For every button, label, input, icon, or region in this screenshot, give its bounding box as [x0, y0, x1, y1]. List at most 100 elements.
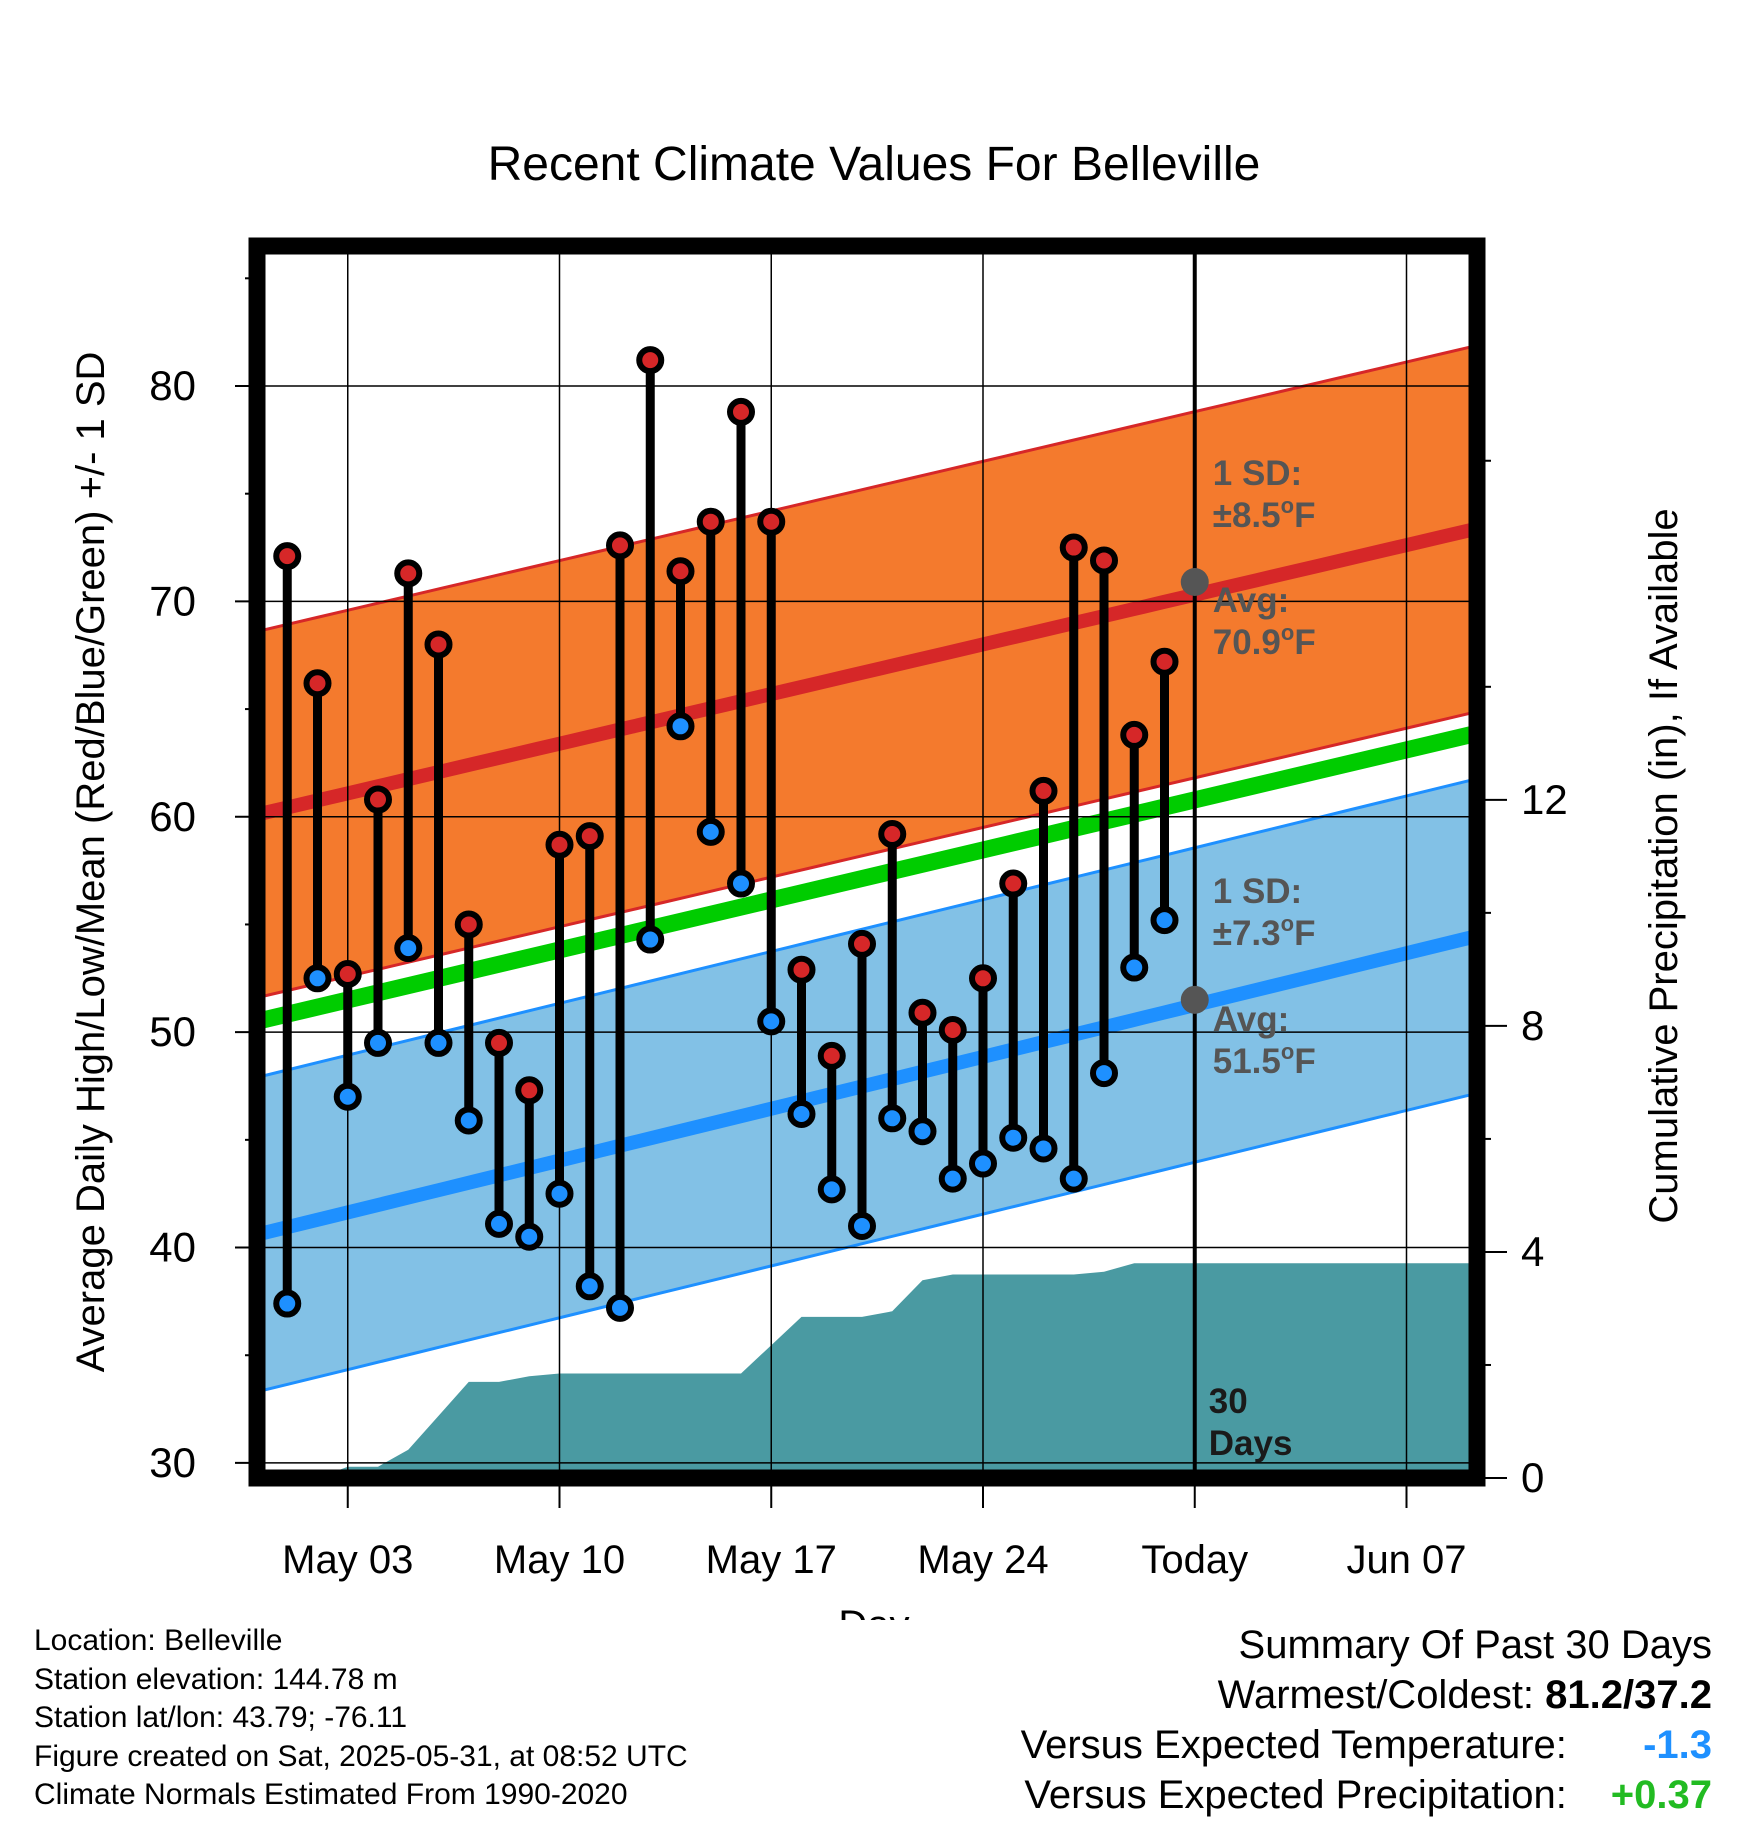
- y-tick-label: 60: [149, 793, 196, 840]
- daily-low-point: [1029, 1134, 1058, 1163]
- y-tick-label: 40: [149, 1224, 196, 1271]
- x-tick-label: May 24: [917, 1538, 1048, 1582]
- daily-low-point: [364, 1028, 392, 1057]
- low-sd-annotation: 1 SD:: [1213, 872, 1302, 911]
- low-sd-annotation: ±7.3oF: [1213, 911, 1316, 953]
- daily-low-point: [515, 1222, 544, 1251]
- daily-low-point: [787, 1100, 816, 1128]
- today-low-normal-marker: [1180, 985, 1209, 1014]
- daily-high-point: [1150, 647, 1179, 676]
- summary-title: Summary Of Past 30 Days: [1238, 1623, 1712, 1667]
- y-tick-label: 50: [149, 1008, 196, 1055]
- x-tick-label: Today: [1141, 1538, 1248, 1582]
- y-tick-label: 30: [149, 1439, 196, 1486]
- daily-low-point: [424, 1028, 453, 1057]
- daily-low-point: [908, 1117, 937, 1146]
- daily-high-point: [1029, 776, 1058, 805]
- daily-high-point: [636, 346, 665, 375]
- x-axis-label: Day: [838, 1603, 909, 1620]
- x-tick-label: Jun 07: [1346, 1538, 1466, 1582]
- low-avg-annotation: 51.5oF: [1213, 1039, 1316, 1081]
- created-text: Figure created on Sat, 2025-05-31, at 08…: [34, 1739, 688, 1773]
- daily-high-point: [485, 1028, 513, 1057]
- daily-high-point: [848, 929, 876, 958]
- today-high-normal-marker: [1180, 568, 1209, 596]
- daily-low-point: [878, 1104, 907, 1133]
- elevation-text: Station elevation: 144.78 m: [34, 1662, 398, 1696]
- station-info: Location: Belleville Station elevation: …: [34, 1622, 688, 1815]
- location-text: Location: Belleville: [34, 1624, 283, 1657]
- daily-high-point: [273, 542, 302, 571]
- x-tick-label: May 10: [494, 1538, 625, 1582]
- daily-low-point: [333, 1082, 362, 1111]
- daily-low-point: [485, 1209, 513, 1238]
- high-avg-annotation: 70.9oF: [1213, 620, 1316, 662]
- daily-low-point: [1150, 906, 1179, 935]
- y2-axis-label: Cumulative Precipitation (in), If Availa…: [1642, 508, 1686, 1223]
- daily-low-point: [848, 1212, 876, 1240]
- daily-high-point: [424, 630, 453, 659]
- daily-low-point: [969, 1149, 997, 1178]
- precip-diff-value: +0.37: [1610, 1773, 1712, 1817]
- daily-high-point: [878, 820, 907, 848]
- daily-low-point: [817, 1175, 846, 1204]
- daily-high-point: [515, 1076, 544, 1105]
- daily-low-point: [273, 1289, 302, 1318]
- daily-high-point: [999, 869, 1028, 898]
- daily-low-point: [545, 1179, 574, 1208]
- daily-low-point: [727, 869, 755, 898]
- daily-high-point: [787, 955, 816, 984]
- summary-panel: Summary Of Past 30 Days Warmest/Coldest:…: [1021, 1620, 1712, 1820]
- daily-high-point: [1090, 546, 1118, 575]
- summary-warmest-row: Warmest/Coldest: 81.2/37.2: [1021, 1670, 1712, 1720]
- warmest-label: Warmest/Coldest:: [1217, 1673, 1535, 1717]
- daily-low-point: [1090, 1059, 1118, 1088]
- daily-high-point: [969, 964, 997, 993]
- daily-high-point: [938, 1016, 967, 1044]
- daily-high-point: [1059, 533, 1088, 562]
- daily-low-point: [757, 1007, 786, 1036]
- precip-diff-label: Versus Expected Precipitation:: [1024, 1773, 1567, 1817]
- daily-high-point: [696, 507, 725, 536]
- x-tick-label: May 03: [282, 1538, 413, 1582]
- daily-high-point: [727, 397, 755, 426]
- precip-area: [257, 1263, 1477, 1478]
- daily-high-point: [1120, 720, 1149, 749]
- daily-high-point: [364, 785, 392, 814]
- daily-low-point: [938, 1164, 967, 1193]
- y2-tick-label: 8: [1521, 1002, 1544, 1049]
- daily-low-point: [666, 712, 695, 741]
- temp-diff-value: -1.3: [1643, 1723, 1712, 1767]
- daily-low-point: [636, 925, 665, 954]
- daily-low-point: [303, 964, 332, 993]
- daily-low-point: [575, 1272, 604, 1301]
- chart-title: Recent Climate Values For Belleville: [488, 138, 1261, 191]
- daily-high-point: [908, 998, 937, 1027]
- low-avg-annotation: Avg:: [1213, 1000, 1289, 1039]
- low-normal-line: [257, 928, 1477, 1242]
- summary-temp-row: Versus Expected Temperature: -1.3: [1021, 1720, 1712, 1770]
- warmest-value: 81.2/37.2: [1545, 1673, 1712, 1717]
- y-axis-label: Average Daily High/Low/Mean (Red/Blue/Gr…: [69, 352, 113, 1373]
- x-tick-label: May 17: [706, 1538, 837, 1582]
- period-label: 30: [1209, 1382, 1248, 1421]
- daily-high-point: [333, 960, 362, 988]
- daily-low-point: [696, 817, 725, 846]
- high-sd-annotation: 1 SD:: [1213, 454, 1302, 493]
- high-normal-line: [257, 521, 1477, 822]
- daily-high-point: [454, 910, 483, 939]
- daily-low-point: [606, 1293, 634, 1322]
- daily-high-point: [757, 507, 786, 536]
- daily-high-point: [394, 559, 423, 588]
- y-tick-label: 80: [149, 362, 196, 409]
- daily-high-point: [575, 822, 604, 851]
- normals-text: Climate Normals Estimated From 1990-2020: [34, 1778, 628, 1811]
- temp-diff-label: Versus Expected Temperature:: [1020, 1723, 1567, 1767]
- plot-frame: [248, 237, 1486, 1487]
- daily-low-point: [1059, 1164, 1088, 1193]
- y2-tick-label: 4: [1521, 1228, 1544, 1275]
- high-sd-annotation: ±8.5oF: [1213, 493, 1316, 535]
- daily-high-point: [817, 1041, 846, 1070]
- y-tick-label: 70: [149, 577, 196, 624]
